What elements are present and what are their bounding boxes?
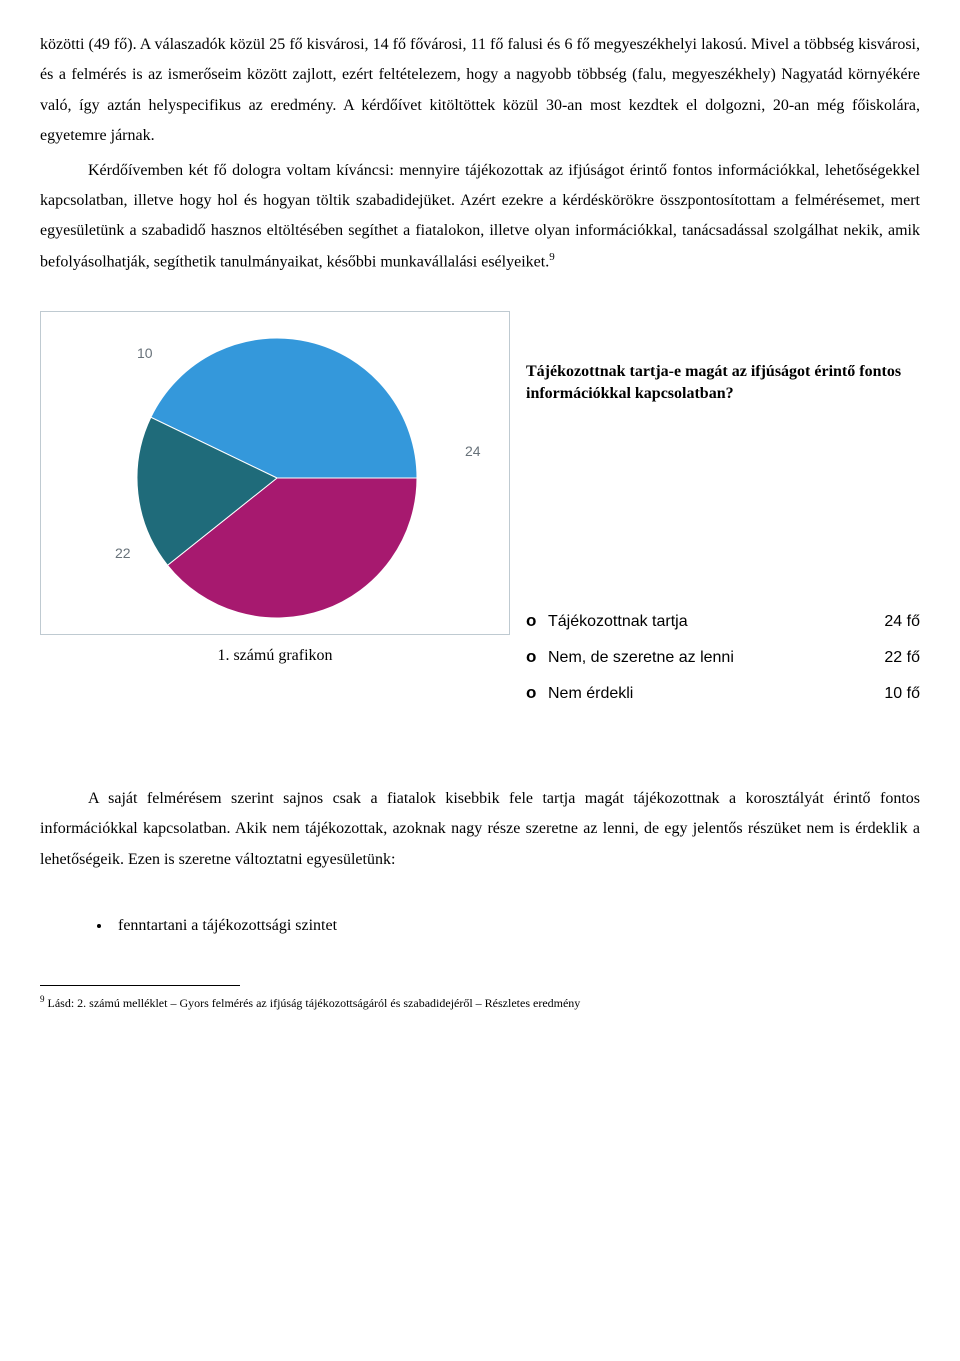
- legend-marker-icon: o: [526, 677, 548, 709]
- chart-caption: 1. számú grafikon: [40, 641, 510, 671]
- legend-row-3: o Nem érdekli 10 fő: [526, 677, 920, 709]
- footnote-9: 9 Lásd: 2. számú melléklet – Gyors felmé…: [40, 994, 920, 1010]
- footnote-text: Lásd: 2. számú melléklet – Gyors felméré…: [45, 996, 581, 1010]
- body-paragraph-3: A saját felmérésem szerint sajnos csak a…: [40, 784, 920, 875]
- body-paragraph-1: közötti (49 fő). A válaszadók közül 25 f…: [40, 30, 920, 152]
- legend-marker-icon: o: [526, 641, 548, 673]
- legend-label-3: Nem érdekli: [548, 679, 864, 709]
- chart-legend: o Tájékozottnak tartja 24 fő o Nem, de s…: [526, 605, 920, 710]
- pie-value-label-24: 24: [465, 438, 481, 465]
- legend-label-2: Nem, de szeretne az lenni: [548, 643, 864, 673]
- pie-value-label-22: 22: [115, 540, 131, 567]
- footnote-ref-9: 9: [549, 251, 555, 263]
- pie-value-label-10: 10: [137, 340, 153, 367]
- question-column: Tájékozottnak tartja-e magát az ifjúságo…: [520, 311, 920, 713]
- legend-row-1: o Tájékozottnak tartja 24 fő: [526, 605, 920, 637]
- pie-chart-svg: [47, 318, 507, 628]
- bullet-list: fenntartani a tájékozottsági szintet: [40, 911, 920, 941]
- chart-row: 10 22 24 1. számú grafikon Tájékozottnak…: [40, 311, 920, 713]
- body-paragraph-2-text: Kérdőívemben két fő dologra voltam kíván…: [40, 162, 920, 271]
- legend-marker-icon: o: [526, 605, 548, 637]
- legend-count-1: 24 fő: [864, 607, 920, 637]
- legend-count-3: 10 fő: [864, 679, 920, 709]
- bullet-item-1: fenntartani a tájékozottsági szintet: [112, 911, 920, 941]
- pie-chart-frame: 10 22 24: [40, 311, 510, 635]
- chart-column: 10 22 24 1. számú grafikon: [40, 311, 520, 671]
- body-paragraph-2: Kérdőívemben két fő dologra voltam kíván…: [40, 156, 920, 278]
- pie-chart: 10 22 24: [47, 318, 507, 628]
- footnote-separator: [40, 985, 240, 986]
- legend-row-2: o Nem, de szeretne az lenni 22 fő: [526, 641, 920, 673]
- legend-count-2: 22 fő: [864, 643, 920, 673]
- legend-label-1: Tájékozottnak tartja: [548, 607, 864, 637]
- chart-question: Tájékozottnak tartja-e magát az ifjúságo…: [526, 361, 920, 404]
